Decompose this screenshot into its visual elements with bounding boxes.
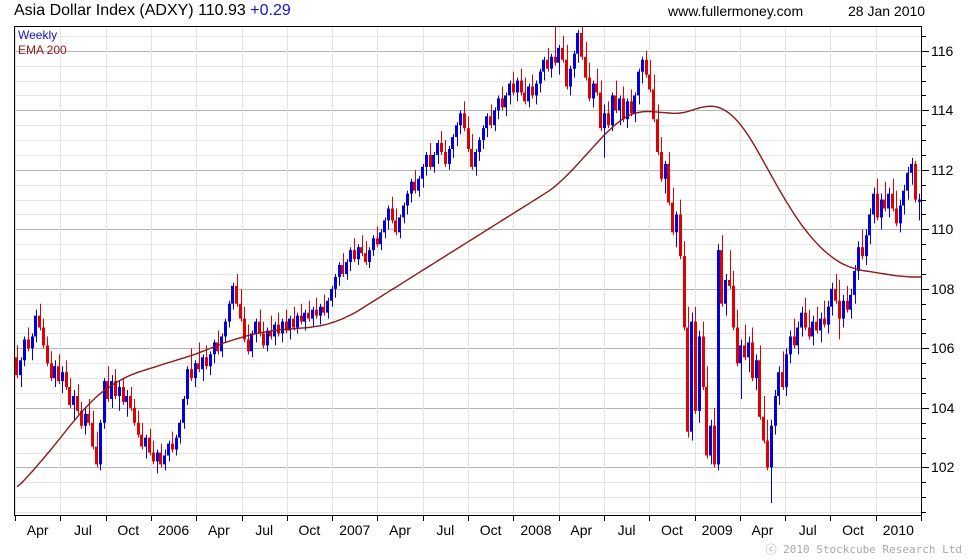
x-axis-label: Oct <box>660 522 683 538</box>
price-change: +0.29 <box>250 2 291 19</box>
x-axis: Apr Jul Oct 2006 Apr Jul Oct 2007 Apr Jul Oct 2008 A… <box>14 516 980 546</box>
legend-ema-200: EMA 200 <box>18 43 67 57</box>
gridlines <box>15 27 921 515</box>
y-axis-tick <box>922 378 926 379</box>
instrument-title: Asia Dollar Index (ADXY) 110.93 <box>14 2 246 19</box>
legend-timeframe: Weekly <box>18 28 58 42</box>
x-axis-label: Oct <box>298 522 321 538</box>
x-axis-tick <box>740 516 741 521</box>
x-axis-label: 2008 <box>520 522 552 538</box>
x-axis-label: Oct <box>117 522 140 538</box>
y-axis-tick <box>922 348 929 349</box>
x-axis-tick <box>332 516 333 521</box>
y-axis-tick <box>922 36 926 37</box>
y-axis-label: 102 <box>931 459 955 476</box>
plot-area: Weekly EMA 200 <box>14 26 922 516</box>
y-axis-tick <box>922 363 926 364</box>
x-axis-tick <box>876 516 877 521</box>
x-axis-label: Jul <box>73 522 92 538</box>
x-axis-label: 2006 <box>157 522 190 538</box>
y-axis-tick <box>922 274 926 275</box>
y-axis-tick <box>922 185 926 186</box>
chart-date: 28 Jan 2010 <box>848 3 926 19</box>
x-axis-tick <box>695 516 696 521</box>
x-axis-label: 2010 <box>882 522 914 538</box>
x-axis-tick <box>559 516 560 521</box>
y-axis-label: 104 <box>931 399 955 416</box>
y-axis-label: 114 <box>931 102 954 119</box>
x-axis-tick <box>649 516 650 521</box>
chart-legend: Weekly EMA 200 <box>18 28 67 58</box>
x-axis-label: Oct <box>479 522 502 538</box>
x-axis-tick <box>151 516 152 521</box>
y-axis-tick <box>922 408 929 409</box>
y-axis-tick <box>922 214 926 215</box>
x-axis-tick <box>830 516 831 521</box>
x-axis-tick <box>468 516 469 521</box>
chart-header: Asia Dollar Index (ADXY) 110.93 +0.29 ww… <box>0 0 980 24</box>
x-axis-tick <box>604 516 605 521</box>
x-axis-tick <box>60 516 61 521</box>
x-axis-tick <box>106 516 107 521</box>
price-series <box>15 27 921 504</box>
y-axis-tick <box>922 110 929 111</box>
x-axis-label: Jul <box>798 522 817 538</box>
x-axis-tick <box>15 516 16 521</box>
y-axis-tick <box>922 438 926 439</box>
y-axis-tick <box>922 289 929 290</box>
x-axis-label: Oct <box>842 522 864 538</box>
x-axis-label: 2007 <box>339 522 371 538</box>
y-axis-tick <box>922 229 929 230</box>
y-axis-tick <box>922 140 926 141</box>
y-axis-tick <box>922 244 926 245</box>
y-axis-tick <box>922 155 926 156</box>
y-axis-tick <box>922 125 926 126</box>
x-axis-tick <box>242 516 243 521</box>
x-axis-label: Apr <box>570 522 593 538</box>
y-axis-tick <box>922 512 926 513</box>
copyright-notice: ⓒ 2010 Stockcube Research Ltd <box>765 543 962 556</box>
y-axis-label: 106 <box>931 340 955 357</box>
y-axis-tick <box>922 467 929 468</box>
x-axis-tick <box>287 516 288 521</box>
y-axis-tick <box>922 482 926 483</box>
y-axis-tick <box>922 170 929 171</box>
y-axis-label: 108 <box>931 280 955 297</box>
y-axis-tick <box>922 423 926 424</box>
y-axis-tick <box>922 200 926 201</box>
x-axis-label: Apr <box>207 522 230 538</box>
y-axis-tick <box>922 95 926 96</box>
x-axis-tick <box>423 516 424 521</box>
page-title: Asia Dollar Index (ADXY) 110.93 +0.29 <box>14 2 291 20</box>
x-axis-tick <box>377 516 378 521</box>
x-axis-tick <box>921 516 922 521</box>
x-axis-label: Apr <box>26 522 49 538</box>
x-axis-tick <box>513 516 514 521</box>
y-axis-tick <box>922 453 926 454</box>
y-axis-tick <box>922 66 926 67</box>
y-axis-tick <box>922 259 926 260</box>
x-axis-label: Jul <box>255 522 274 538</box>
x-axis-label: Apr <box>389 522 411 538</box>
x-axis-tick <box>196 516 197 521</box>
y-axis-tick <box>922 497 926 498</box>
y-axis: 102 104 106 108 110 112 114 116 <box>922 26 980 516</box>
y-axis-tick <box>922 319 926 320</box>
x-axis-label: Jul <box>617 522 636 538</box>
x-axis-label: 2009 <box>701 522 733 538</box>
y-axis-tick <box>922 304 926 305</box>
y-axis-tick <box>922 393 926 394</box>
x-axis-label: Apr <box>751 522 774 538</box>
y-axis-tick <box>922 51 929 52</box>
y-axis-label: 110 <box>931 221 954 238</box>
y-axis-label: 116 <box>931 42 954 59</box>
x-axis-label: Jul <box>436 522 455 538</box>
x-axis-tick <box>785 516 786 521</box>
y-axis-tick <box>922 81 926 82</box>
y-axis-tick <box>922 333 926 334</box>
y-axis-label: 112 <box>931 161 954 178</box>
source-website: www.fullermoney.com <box>668 3 804 19</box>
